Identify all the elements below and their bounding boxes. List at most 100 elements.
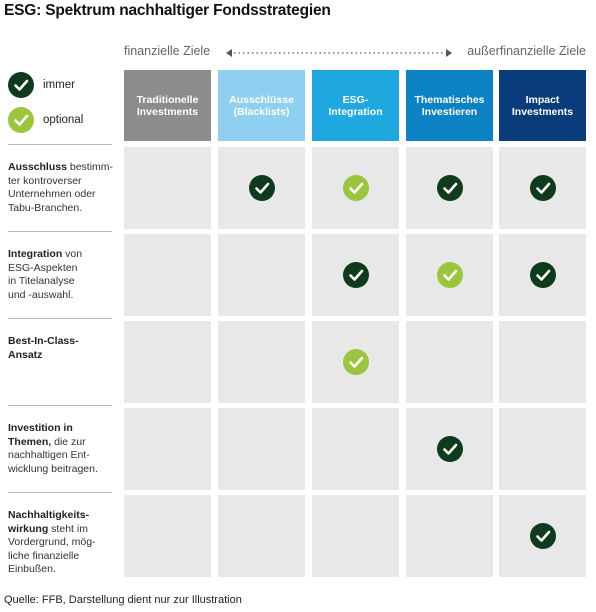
column-header-line: Ausschlüsse	[229, 93, 294, 106]
grid-cell	[312, 495, 399, 577]
goal-axis: finanzielle Ziele außerfinanzielle Ziele	[122, 44, 588, 62]
row-label-5: Nachhaltigkeits-wirkung steht im Vordergr…	[8, 509, 116, 577]
grid-cell	[218, 147, 305, 229]
row-label-1: Ausschluss bestimm-ter kontroverser Unter…	[8, 161, 116, 215]
row-label-text: Einbußen.	[8, 563, 56, 575]
grid-cell	[406, 321, 493, 403]
grid-cell	[124, 321, 211, 403]
check-dark-icon	[8, 72, 34, 98]
grid-cell	[124, 408, 211, 490]
grid-cell	[499, 147, 586, 229]
legend-label: optional	[43, 114, 84, 126]
check-dark-icon	[529, 262, 556, 288]
row-label-line: Unternehmen oder	[8, 188, 116, 202]
row-label-bold: Themen,	[8, 435, 52, 448]
row-divider	[8, 144, 112, 145]
check-dark-icon	[436, 175, 463, 201]
check-dark-icon	[529, 175, 556, 201]
row-label-line: Themen, die zur	[8, 436, 116, 450]
row-label-text: in Titelanalyse	[8, 275, 75, 287]
row-label-text: steht im	[48, 522, 88, 535]
axis-left-label: finanzielle Ziele	[124, 44, 211, 58]
row-label-text: liche finanzielle	[8, 549, 80, 562]
row-label-line: in Titelanalyse	[8, 275, 116, 289]
row-label-bold: Ausschluss	[8, 161, 67, 173]
column-header-2: Ausschlüsse (Blacklists)	[218, 70, 305, 141]
source-note: Quelle: FFB, Darstellung dient nur zur I…	[4, 594, 242, 606]
grid-cell	[312, 147, 399, 229]
row-label-line: nachhaltigen Ent-	[8, 449, 116, 463]
grid-cell	[406, 147, 493, 229]
row-label-line: Ansatz	[8, 349, 116, 363]
row-label-line: wicklung beitragen.	[8, 463, 116, 477]
grid-cell	[124, 234, 211, 316]
page-title: ESG: Spektrum nachhaltiger Fondsstrategi…	[4, 2, 331, 19]
legend-item-always: immer	[8, 72, 75, 98]
row-label-line: und -auswahl.	[8, 289, 116, 303]
row-label-2: Integration von ESG-Aspekten in Titelanaly…	[8, 248, 116, 302]
grid-cell	[406, 495, 493, 577]
row-label-text: die zur	[51, 435, 86, 448]
axis-right-label: außerfinanzielle Ziele	[467, 44, 586, 58]
row-label-line: Investition in	[8, 422, 116, 436]
row-divider	[8, 231, 112, 232]
row-label-line: ter kontroverser	[8, 175, 116, 189]
check-dark-icon	[436, 436, 463, 462]
grid-cell	[312, 234, 399, 316]
row-label-bold: wirkung	[8, 522, 49, 535]
row-label-line: liche finanzielle	[8, 550, 116, 564]
check-light-icon	[342, 349, 369, 375]
grid-cell	[218, 495, 305, 577]
column-header-5: Impact Investments	[499, 70, 586, 141]
row-label-text: Vordergrund, mög-	[8, 536, 96, 548]
row-label-text: ter kontroverser	[8, 174, 82, 187]
grid-cell	[124, 495, 211, 577]
column-header-4: Thematisches Investieren	[406, 70, 493, 141]
row-divider	[8, 318, 112, 319]
row-label-line: Nachhaltigkeits-	[8, 509, 116, 523]
row-label-line: Tabu-Branchen.	[8, 202, 116, 216]
row-label-text: und -auswahl.	[8, 288, 74, 301]
row-label-line: Einbußen.	[8, 563, 116, 577]
grid-cell	[499, 408, 586, 490]
check-light-icon	[8, 107, 34, 133]
grid-cell	[124, 147, 211, 229]
column-header-line: ESG-	[342, 93, 369, 106]
row-label-text: Unternehmen oder	[8, 188, 96, 200]
check-dark-icon	[529, 523, 556, 549]
column-header-3: ESG- Integration	[312, 70, 399, 141]
row-label-bold: Ansatz	[8, 348, 43, 361]
row-label-text: wicklung beitragen.	[8, 462, 98, 475]
column-header-line: Investments	[136, 105, 199, 118]
grid-cell	[499, 321, 586, 403]
grid-cell	[218, 408, 305, 490]
grid-cell	[218, 234, 305, 316]
row-label-text: ESG-Aspekten	[8, 261, 78, 274]
column-header-line: Investieren	[421, 105, 478, 118]
column-header-line: Impact	[525, 93, 560, 106]
row-label-line: ESG-Aspekten	[8, 262, 116, 276]
row-label-line: Best-In-Class-	[8, 335, 116, 349]
grid-cell	[406, 234, 493, 316]
grid-cell	[218, 321, 305, 403]
grid-cell	[499, 495, 586, 577]
column-header-line: Thematisches	[414, 93, 485, 106]
row-label-line: Integration von	[8, 248, 116, 262]
row-label-bold: Best-In-Class-	[8, 335, 79, 347]
row-label-bold: Integration	[8, 248, 63, 260]
row-label-bold: Investition in	[8, 422, 73, 434]
check-light-icon	[342, 175, 369, 201]
row-label-3: Best-In-Class- Ansatz	[8, 335, 116, 362]
column-header-line: (Blacklists)	[233, 105, 290, 118]
double-arrow-icon	[226, 49, 452, 57]
column-header-1: Traditionelle Investments	[124, 70, 211, 141]
row-label-line: Ausschluss bestimm-	[8, 161, 116, 175]
row-label-text: von	[62, 248, 83, 260]
column-header-line: Investments	[511, 105, 574, 118]
row-label-text: bestimm-	[66, 161, 114, 173]
legend-item-optional: optional	[8, 107, 83, 133]
column-header-line: Integration	[328, 105, 383, 118]
legend-label: immer	[43, 79, 75, 91]
row-label-line: wirkung steht im	[8, 523, 116, 537]
row-divider	[8, 405, 112, 406]
